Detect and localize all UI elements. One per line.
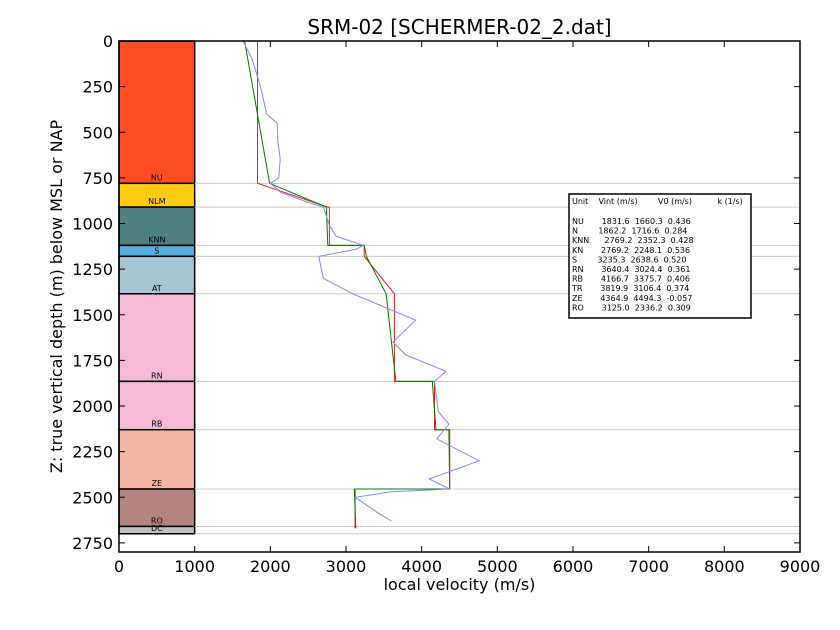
table-row: RN 3640.4 3024.4 0.361 bbox=[572, 265, 690, 274]
y-tick-label: 2500 bbox=[72, 488, 113, 507]
unit-block-at bbox=[118, 255, 196, 295]
table-row: RO 3125.0 2336.2 0.309 bbox=[572, 303, 691, 312]
unit-label-at: AT bbox=[152, 284, 162, 293]
y-tick-label: 1250 bbox=[72, 260, 113, 279]
series-line-3 bbox=[242, 40, 481, 522]
unit-block-rb bbox=[118, 380, 196, 431]
x-tick-label: 5000 bbox=[477, 557, 518, 576]
unit-block-nu bbox=[118, 40, 196, 185]
y-tick-label: 1000 bbox=[72, 215, 113, 234]
y-tick-label: 2250 bbox=[72, 443, 113, 462]
table-row: S 3235.3 2638.6 0.520 bbox=[572, 255, 686, 264]
y-tick-label: 1500 bbox=[72, 306, 113, 325]
x-tick-label: 3000 bbox=[326, 557, 367, 576]
unit-label-dc: DC bbox=[151, 524, 163, 533]
unit-label-nlm: NLM bbox=[148, 197, 165, 206]
velocity-series bbox=[242, 40, 481, 529]
x-tick-label: 0 bbox=[114, 557, 124, 576]
table-row: NU 1831.6 1660.3 0.436 bbox=[572, 217, 691, 226]
x-tick-label: 4000 bbox=[401, 557, 442, 576]
unit-label-s: S bbox=[154, 246, 159, 255]
table-frame bbox=[568, 193, 752, 319]
velocity-table: Unit Vint (m/s) V0 (m/s) k (1/s) NU 1831.… bbox=[568, 193, 752, 319]
y-tick-label: 500 bbox=[82, 123, 113, 142]
x-tick-label: 8000 bbox=[704, 557, 745, 576]
unit-block-rn bbox=[118, 293, 196, 383]
unit-label-rb: RB bbox=[151, 420, 162, 429]
unit-block-ze bbox=[118, 428, 196, 490]
unit-label-nu: NU bbox=[151, 173, 163, 182]
table-row: N 1862.2 1716.6 0.284 bbox=[572, 227, 687, 236]
table-header: Unit Vint (m/s) V0 (m/s) k (1/s) bbox=[572, 197, 743, 206]
series-line-2 bbox=[244, 40, 451, 529]
table-row: KNN 2769.2 2352.3 0.428 bbox=[572, 236, 694, 245]
x-axis-title: local velocity (m/s) bbox=[384, 575, 536, 594]
table-row: RB 4166.7 3375.7 0.406 bbox=[572, 275, 690, 284]
x-tick-label: 1000 bbox=[174, 557, 215, 576]
y-axis-title: Z: true vertical depth (m) below MSL or … bbox=[47, 120, 66, 474]
unit-label-rn: RN bbox=[151, 371, 163, 380]
y-tick-label: 750 bbox=[82, 169, 113, 188]
series-line-1 bbox=[257, 41, 451, 529]
table-row: ZE 4364.9 4494.3 -0.057 bbox=[572, 294, 692, 303]
x-tick-label: 7000 bbox=[628, 557, 669, 576]
x-tick-label: 9000 bbox=[780, 557, 821, 576]
unit-label-ze: ZE bbox=[152, 479, 163, 488]
axis-ticks: 0 1000 2000 3000 4000 5000 6000 7000 8000 9000 0 25… bbox=[72, 32, 820, 576]
chart-title: SRM-02 [SCHERMER-02_2.dat] bbox=[307, 15, 611, 39]
y-tick-label: 2000 bbox=[72, 397, 113, 416]
y-tick-label: 250 bbox=[82, 78, 113, 97]
table-row: TR 3819.9 3106.4 0.374 bbox=[571, 284, 689, 293]
unit-label-ro: RO bbox=[151, 516, 163, 525]
y-tick-label: 1750 bbox=[72, 351, 113, 370]
x-tick-label: 2000 bbox=[250, 557, 291, 576]
table-row: KN 2769.2 2248.1 0.536 bbox=[572, 246, 690, 255]
unit-label-knn: KNN bbox=[148, 235, 165, 244]
y-tick-label: 2750 bbox=[72, 534, 113, 553]
plot-frame bbox=[118, 40, 801, 553]
y-tick-label: 0 bbox=[103, 32, 113, 51]
x-tick-label: 6000 bbox=[553, 557, 594, 576]
